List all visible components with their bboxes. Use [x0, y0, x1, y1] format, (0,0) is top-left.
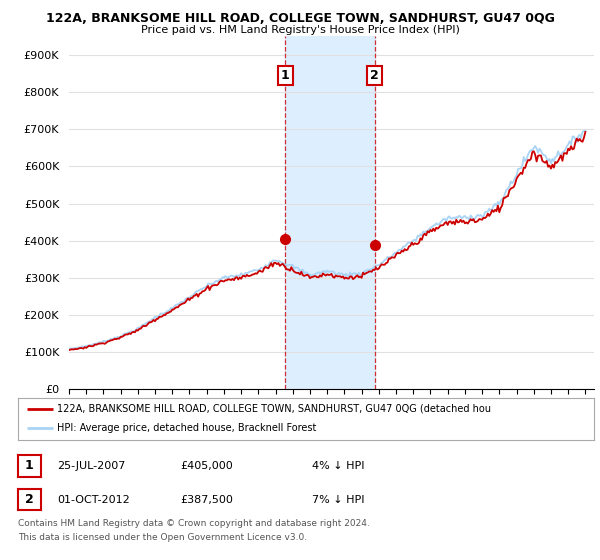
Text: This data is licensed under the Open Government Licence v3.0.: This data is licensed under the Open Gov… [18, 533, 307, 542]
Text: 2: 2 [25, 493, 34, 506]
Text: 7% ↓ HPI: 7% ↓ HPI [312, 494, 365, 505]
Bar [285, 36, 374, 389]
Text: Price paid vs. HM Land Registry's House Price Index (HPI): Price paid vs. HM Land Registry's House … [140, 25, 460, 35]
Text: 122A, BRANKSOME HILL ROAD, COLLEGE TOWN, SANDHURST, GU47 0QG: 122A, BRANKSOME HILL ROAD, COLLEGE TOWN,… [46, 12, 554, 25]
Text: 2: 2 [370, 69, 379, 82]
Text: HPI: Average price, detached house, Bracknell Forest: HPI: Average price, detached house, Brac… [57, 423, 317, 433]
Text: 122A, BRANKSOME HILL ROAD, COLLEGE TOWN, SANDHURST, GU47 0QG (detached hou: 122A, BRANKSOME HILL ROAD, COLLEGE TOWN,… [57, 404, 491, 414]
Text: 01-OCT-2012: 01-OCT-2012 [57, 494, 130, 505]
Text: 25-JUL-2007: 25-JUL-2007 [57, 461, 125, 471]
Text: 1: 1 [25, 459, 34, 473]
Text: £405,000: £405,000 [180, 461, 233, 471]
Text: 4% ↓ HPI: 4% ↓ HPI [312, 461, 365, 471]
Text: Contains HM Land Registry data © Crown copyright and database right 2024.: Contains HM Land Registry data © Crown c… [18, 519, 370, 528]
Text: 1: 1 [281, 69, 290, 82]
Text: £387,500: £387,500 [180, 494, 233, 505]
